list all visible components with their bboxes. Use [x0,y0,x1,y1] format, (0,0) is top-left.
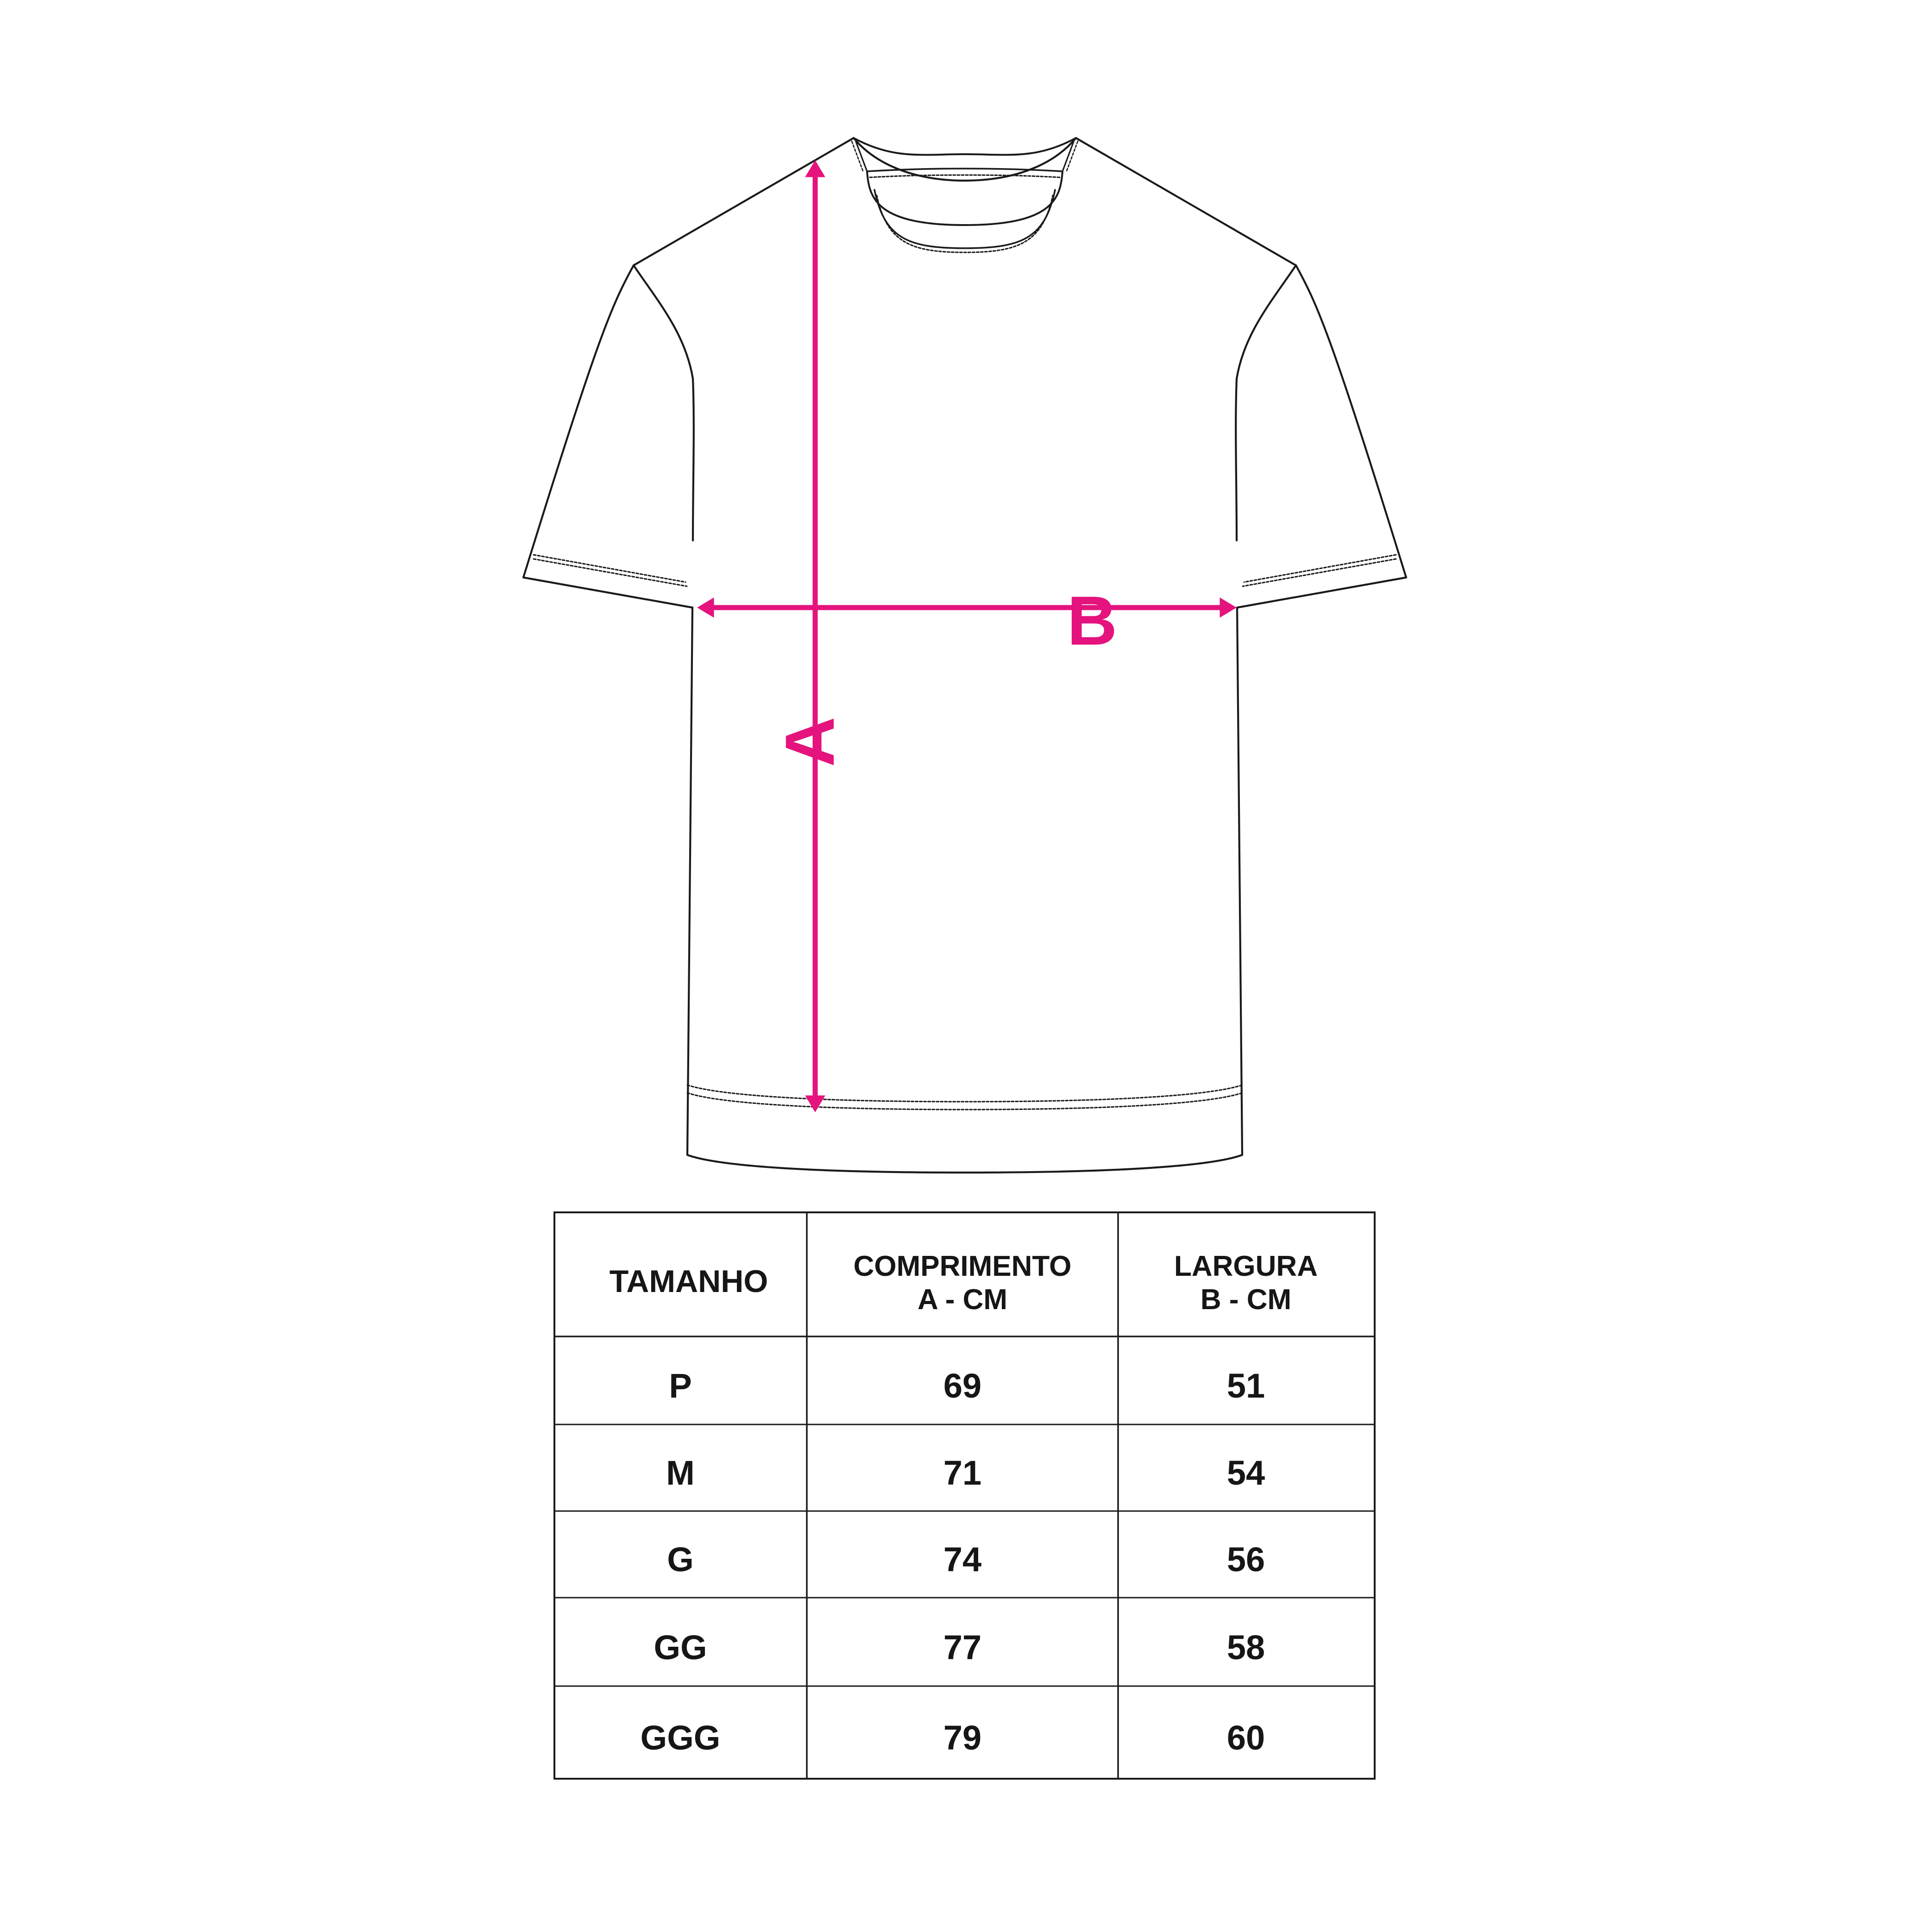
svg-text:56: 56 [1227,1540,1265,1579]
svg-text:51: 51 [1227,1367,1265,1405]
svg-text:LARGURA: LARGURA [1174,1250,1318,1282]
svg-text:60: 60 [1227,1719,1265,1757]
svg-text:A: A [771,717,849,767]
svg-text:G: G [667,1540,694,1579]
svg-text:COMPRIMENTO: COMPRIMENTO [854,1250,1072,1282]
svg-text:P: P [669,1367,692,1405]
svg-text:58: 58 [1227,1628,1265,1667]
svg-text:GGG: GGG [641,1719,721,1757]
svg-text:M: M [666,1454,695,1492]
svg-text:54: 54 [1227,1454,1265,1492]
svg-text:B: B [1067,582,1117,659]
svg-text:GG: GG [654,1628,707,1667]
svg-text:B - CM: B - CM [1201,1284,1291,1316]
svg-text:79: 79 [943,1719,981,1757]
svg-text:71: 71 [943,1454,981,1492]
svg-text:74: 74 [943,1540,981,1579]
svg-text:77: 77 [943,1628,981,1667]
svg-text:A - CM: A - CM [918,1284,1007,1316]
svg-text:69: 69 [943,1367,981,1405]
svg-text:TAMANHO: TAMANHO [610,1264,768,1299]
